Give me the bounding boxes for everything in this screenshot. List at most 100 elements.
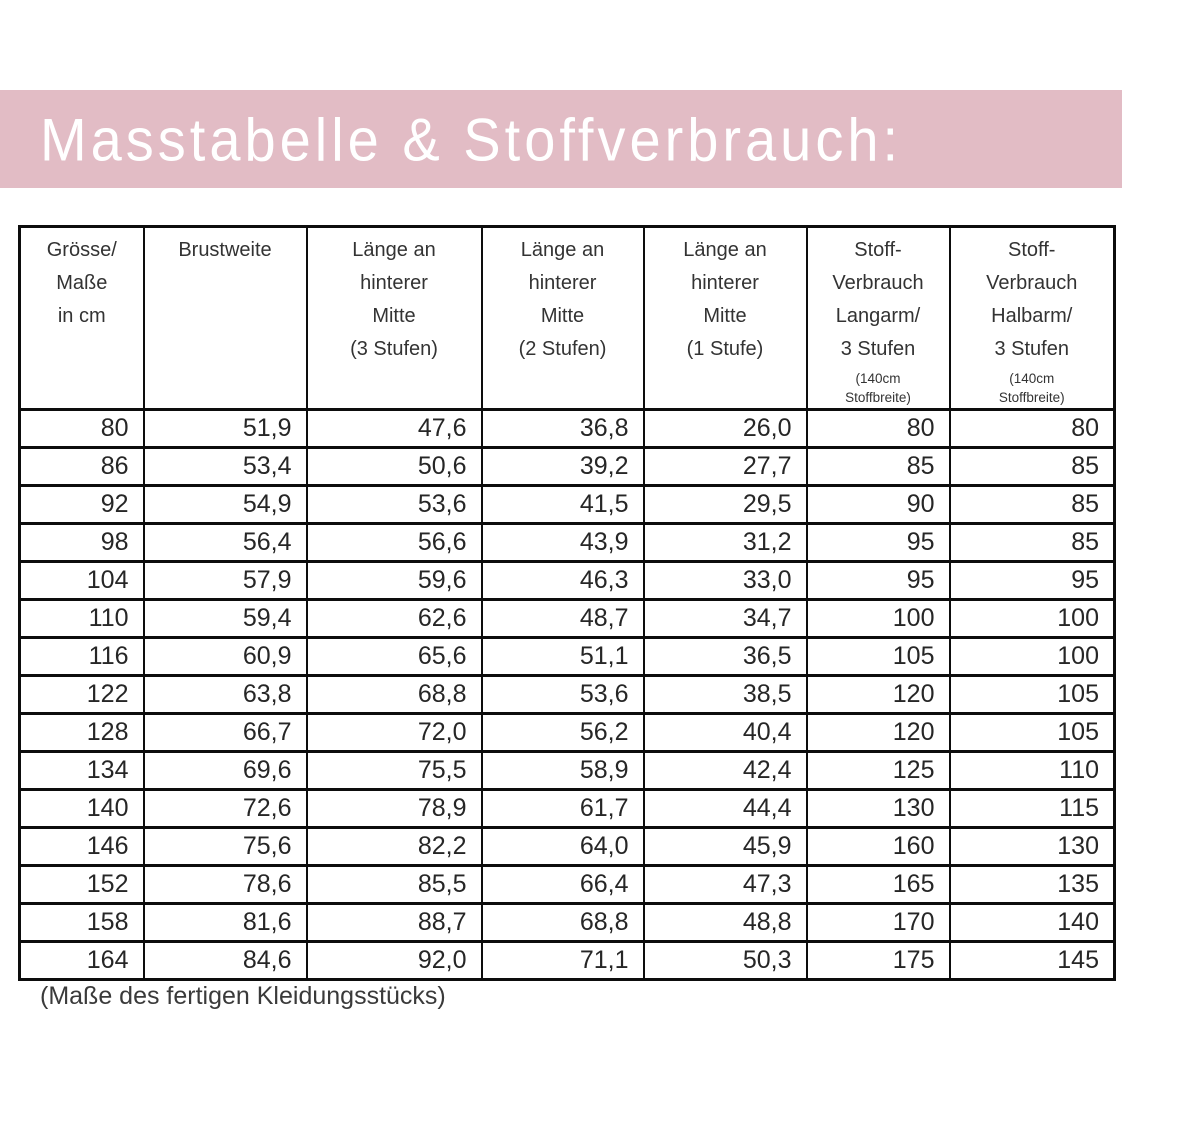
table-cell: 26,0 [642, 408, 808, 449]
table-cell: 72,6 [142, 788, 308, 829]
table-row-size-80: 80 51,9 47,6 36,8 26,0 80 80 [18, 408, 1116, 449]
table-cell: 66,4 [480, 864, 645, 905]
table-cell: 120 [805, 674, 951, 715]
table-cell: 54,9 [142, 484, 308, 525]
table-cell: 51,1 [480, 636, 645, 677]
table-cell: 56,6 [305, 522, 483, 563]
column-header-6: Stoff- Verbrauch Langarm/3 Stufen (140cm St… [805, 225, 951, 411]
column-header-line: Länge an [352, 239, 436, 261]
column-header-line: 3 Stufen [994, 338, 1069, 360]
column-header-line: Länge an [683, 239, 767, 261]
column-header-4: Länge an hinterer Mitte (2 Stufen) [480, 225, 645, 411]
column-header-line: (1 Stufe) [686, 338, 764, 360]
table-cell: 42,4 [642, 750, 808, 791]
size-table-header: Grösse/Maße in cm Brustweite Länge an hinter… [18, 225, 1116, 411]
table-cell: 120 [805, 712, 951, 753]
table-cell: 57,9 [142, 560, 308, 601]
column-header-note: (140cm Stoffbreite) [845, 371, 911, 405]
table-cell: 122 [18, 674, 145, 715]
table-cell: 85,5 [305, 864, 483, 905]
table-cell: 85 [948, 446, 1116, 487]
table-cell: 63,8 [142, 674, 308, 715]
table-cell: 170 [805, 902, 951, 943]
table-cell: 100 [948, 598, 1116, 639]
column-header-line: Maße [56, 272, 108, 294]
table-cell: 105 [948, 674, 1116, 715]
table-cell: 110 [18, 598, 145, 639]
table-cell: 50,6 [305, 446, 483, 487]
table-cell: 125 [805, 750, 951, 791]
size-table-body: 80 51,9 47,6 36,8 26,0 80 80 86 53,4 50,6 39,2 27,7… [18, 408, 1116, 981]
table-cell: 80 [18, 408, 145, 449]
table-cell: 100 [805, 598, 951, 639]
column-header-line: Verbrauch [832, 272, 924, 294]
table-caption: (Maße des fertigen Kleidungsstücks) [40, 982, 446, 1010]
table-row-size-110: 110 59,4 62,6 48,7 34,7 100 100 [18, 598, 1116, 639]
column-header-7: Stoff- Verbrauch Halbarm/3 Stufen (140cm St… [948, 225, 1116, 411]
column-header-1: Grösse/Maße in cm [18, 225, 145, 411]
column-header-line: Grösse/ [46, 239, 117, 261]
table-cell: 64,0 [480, 826, 645, 867]
header-row: Grösse/Maße in cm Brustweite Länge an hinter… [18, 225, 1116, 411]
table-cell: 62,6 [305, 598, 483, 639]
table-cell: 85 [805, 446, 951, 487]
table-cell: 105 [805, 636, 951, 677]
column-header-line: Langarm/ [835, 305, 921, 327]
table-cell: 164 [18, 940, 145, 981]
column-header-5: Länge an hinterer Mitte (1 Stufe) [642, 225, 808, 411]
table-cell: 75,6 [142, 826, 308, 867]
table-cell: 80 [948, 408, 1116, 449]
table-cell: 95 [948, 560, 1116, 601]
column-header-line: Mitte [372, 305, 416, 327]
table-cell: 53,6 [480, 674, 645, 715]
table-cell: 88,7 [305, 902, 483, 943]
table-cell: 56,4 [142, 522, 308, 563]
table-cell: 59,6 [305, 560, 483, 601]
column-header-line: Verbrauch [986, 272, 1078, 294]
table-row-size-86: 86 53,4 50,6 39,2 27,7 85 85 [18, 446, 1116, 487]
table-cell: 39,2 [480, 446, 645, 487]
table-cell: 86 [18, 446, 145, 487]
table-cell: 61,7 [480, 788, 645, 829]
table-cell: 58,9 [480, 750, 645, 791]
table-cell: 69,6 [142, 750, 308, 791]
table-cell: 152 [18, 864, 145, 905]
table-cell: 53,4 [142, 446, 308, 487]
table-cell: 53,6 [305, 484, 483, 525]
column-header-line: hinterer [360, 272, 428, 294]
size-table: Grösse/Maße in cm Brustweite Länge an hinter… [18, 225, 1116, 981]
column-header-line: Mitte [540, 305, 585, 327]
table-cell: 71,1 [480, 940, 645, 981]
table-cell: 105 [948, 712, 1116, 753]
table-cell: 38,5 [642, 674, 808, 715]
table-cell: 95 [805, 560, 951, 601]
table-cell: 56,2 [480, 712, 645, 753]
table-cell: 51,9 [142, 408, 308, 449]
table-row-size-92: 92 54,9 53,6 41,5 29,5 90 85 [18, 484, 1116, 525]
table-cell: 98 [18, 522, 145, 563]
column-header-line: Halbarm/ [991, 305, 1073, 327]
table-row-size-128: 128 66,7 72,0 56,2 40,4 120 105 [18, 712, 1116, 753]
table-cell: 33,0 [642, 560, 808, 601]
table-cell: 46,3 [480, 560, 645, 601]
table-cell: 27,7 [642, 446, 808, 487]
column-header-line: hinterer [691, 272, 759, 294]
table-cell: 146 [18, 826, 145, 867]
table-cell: 72,0 [305, 712, 483, 753]
column-header-line: (2 Stufen) [518, 338, 607, 360]
table-cell: 68,8 [480, 902, 645, 943]
table-cell: 92,0 [305, 940, 483, 981]
table-cell: 158 [18, 902, 145, 943]
table-cell: 47,6 [305, 408, 483, 449]
table-cell: 48,8 [642, 902, 808, 943]
column-header-line: Länge an [520, 239, 605, 261]
table-cell: 78,6 [142, 864, 308, 905]
table-cell: 80 [805, 408, 951, 449]
table-cell: 140 [18, 788, 145, 829]
column-header-line: (3 Stufen) [350, 338, 438, 360]
table-cell: 29,5 [642, 484, 808, 525]
table-cell: 36,5 [642, 636, 808, 677]
table-row-size-152: 152 78,6 85,5 66,4 47,3 165 135 [18, 864, 1116, 905]
table-cell: 75,5 [305, 750, 483, 791]
table-cell: 40,4 [642, 712, 808, 753]
